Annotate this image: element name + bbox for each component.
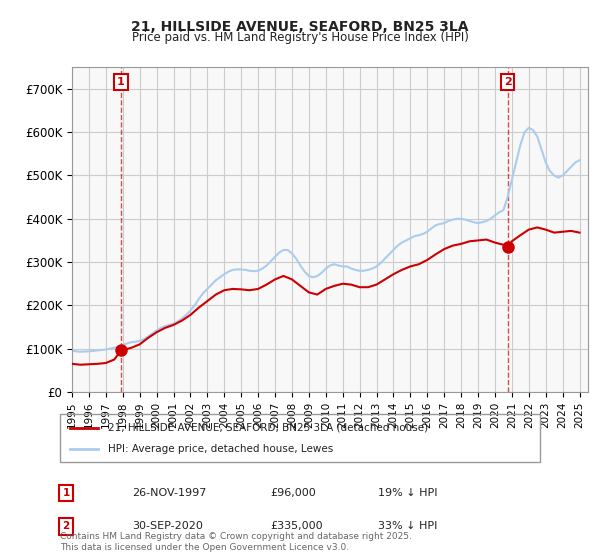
Text: 33% ↓ HPI: 33% ↓ HPI bbox=[378, 521, 437, 531]
Text: £335,000: £335,000 bbox=[270, 521, 323, 531]
Text: 21, HILLSIDE AVENUE, SEAFORD, BN25 3LA (detached house): 21, HILLSIDE AVENUE, SEAFORD, BN25 3LA (… bbox=[108, 423, 428, 433]
Text: £96,000: £96,000 bbox=[270, 488, 316, 498]
Text: 19% ↓ HPI: 19% ↓ HPI bbox=[378, 488, 437, 498]
Text: 2: 2 bbox=[504, 77, 512, 87]
Text: HPI: Average price, detached house, Lewes: HPI: Average price, detached house, Lewe… bbox=[108, 444, 333, 454]
Text: Contains HM Land Registry data © Crown copyright and database right 2025.
This d: Contains HM Land Registry data © Crown c… bbox=[60, 532, 412, 552]
Text: Price paid vs. HM Land Registry's House Price Index (HPI): Price paid vs. HM Land Registry's House … bbox=[131, 31, 469, 44]
Text: 1: 1 bbox=[62, 488, 70, 498]
Text: 26-NOV-1997: 26-NOV-1997 bbox=[132, 488, 206, 498]
Text: 30-SEP-2020: 30-SEP-2020 bbox=[132, 521, 203, 531]
Text: 2: 2 bbox=[62, 521, 70, 531]
Text: 21, HILLSIDE AVENUE, SEAFORD, BN25 3LA: 21, HILLSIDE AVENUE, SEAFORD, BN25 3LA bbox=[131, 20, 469, 34]
Text: 1: 1 bbox=[117, 77, 125, 87]
